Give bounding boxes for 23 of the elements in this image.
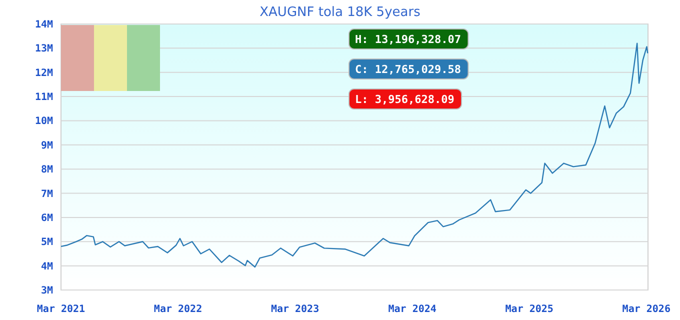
chart-title: XAUGNF tola 18K 5years [260, 5, 421, 20]
x-tick-label: Mar 2025 [505, 304, 554, 315]
x-tick-label: Mar 2023 [270, 304, 320, 315]
y-tick-label: 14M [34, 20, 53, 30]
y-tick-label: 7M [40, 188, 53, 200]
x-tick-label: Mar 2021 [36, 304, 86, 315]
x-tick-label: Mar 2024 [388, 304, 436, 315]
y-tick-label: 10M [34, 116, 53, 128]
y-tick-label: 11M [34, 92, 53, 104]
y-tick-label: 5M [40, 237, 53, 248]
y-tick-label: 8M [40, 164, 53, 176]
y-tick-label: 4M [40, 261, 53, 272]
annotation: H: 13,196,328.07 [355, 33, 461, 46]
y-tick-label: 12M [34, 68, 53, 79]
annotation: C: 12,765,029.58 [355, 63, 461, 76]
y-tick-label: 13M [34, 44, 53, 55]
line-series [60, 42, 648, 268]
y-tick-label: 3M [40, 286, 53, 296]
x-tick-label: Mar 2026 [622, 304, 670, 315]
y-tick-label: 6M [40, 212, 53, 224]
x-tick-label: Mar 2022 [154, 304, 202, 315]
annotation: L: 3,956,628.09 [355, 93, 454, 106]
y-tick-label: 9M [40, 140, 53, 152]
